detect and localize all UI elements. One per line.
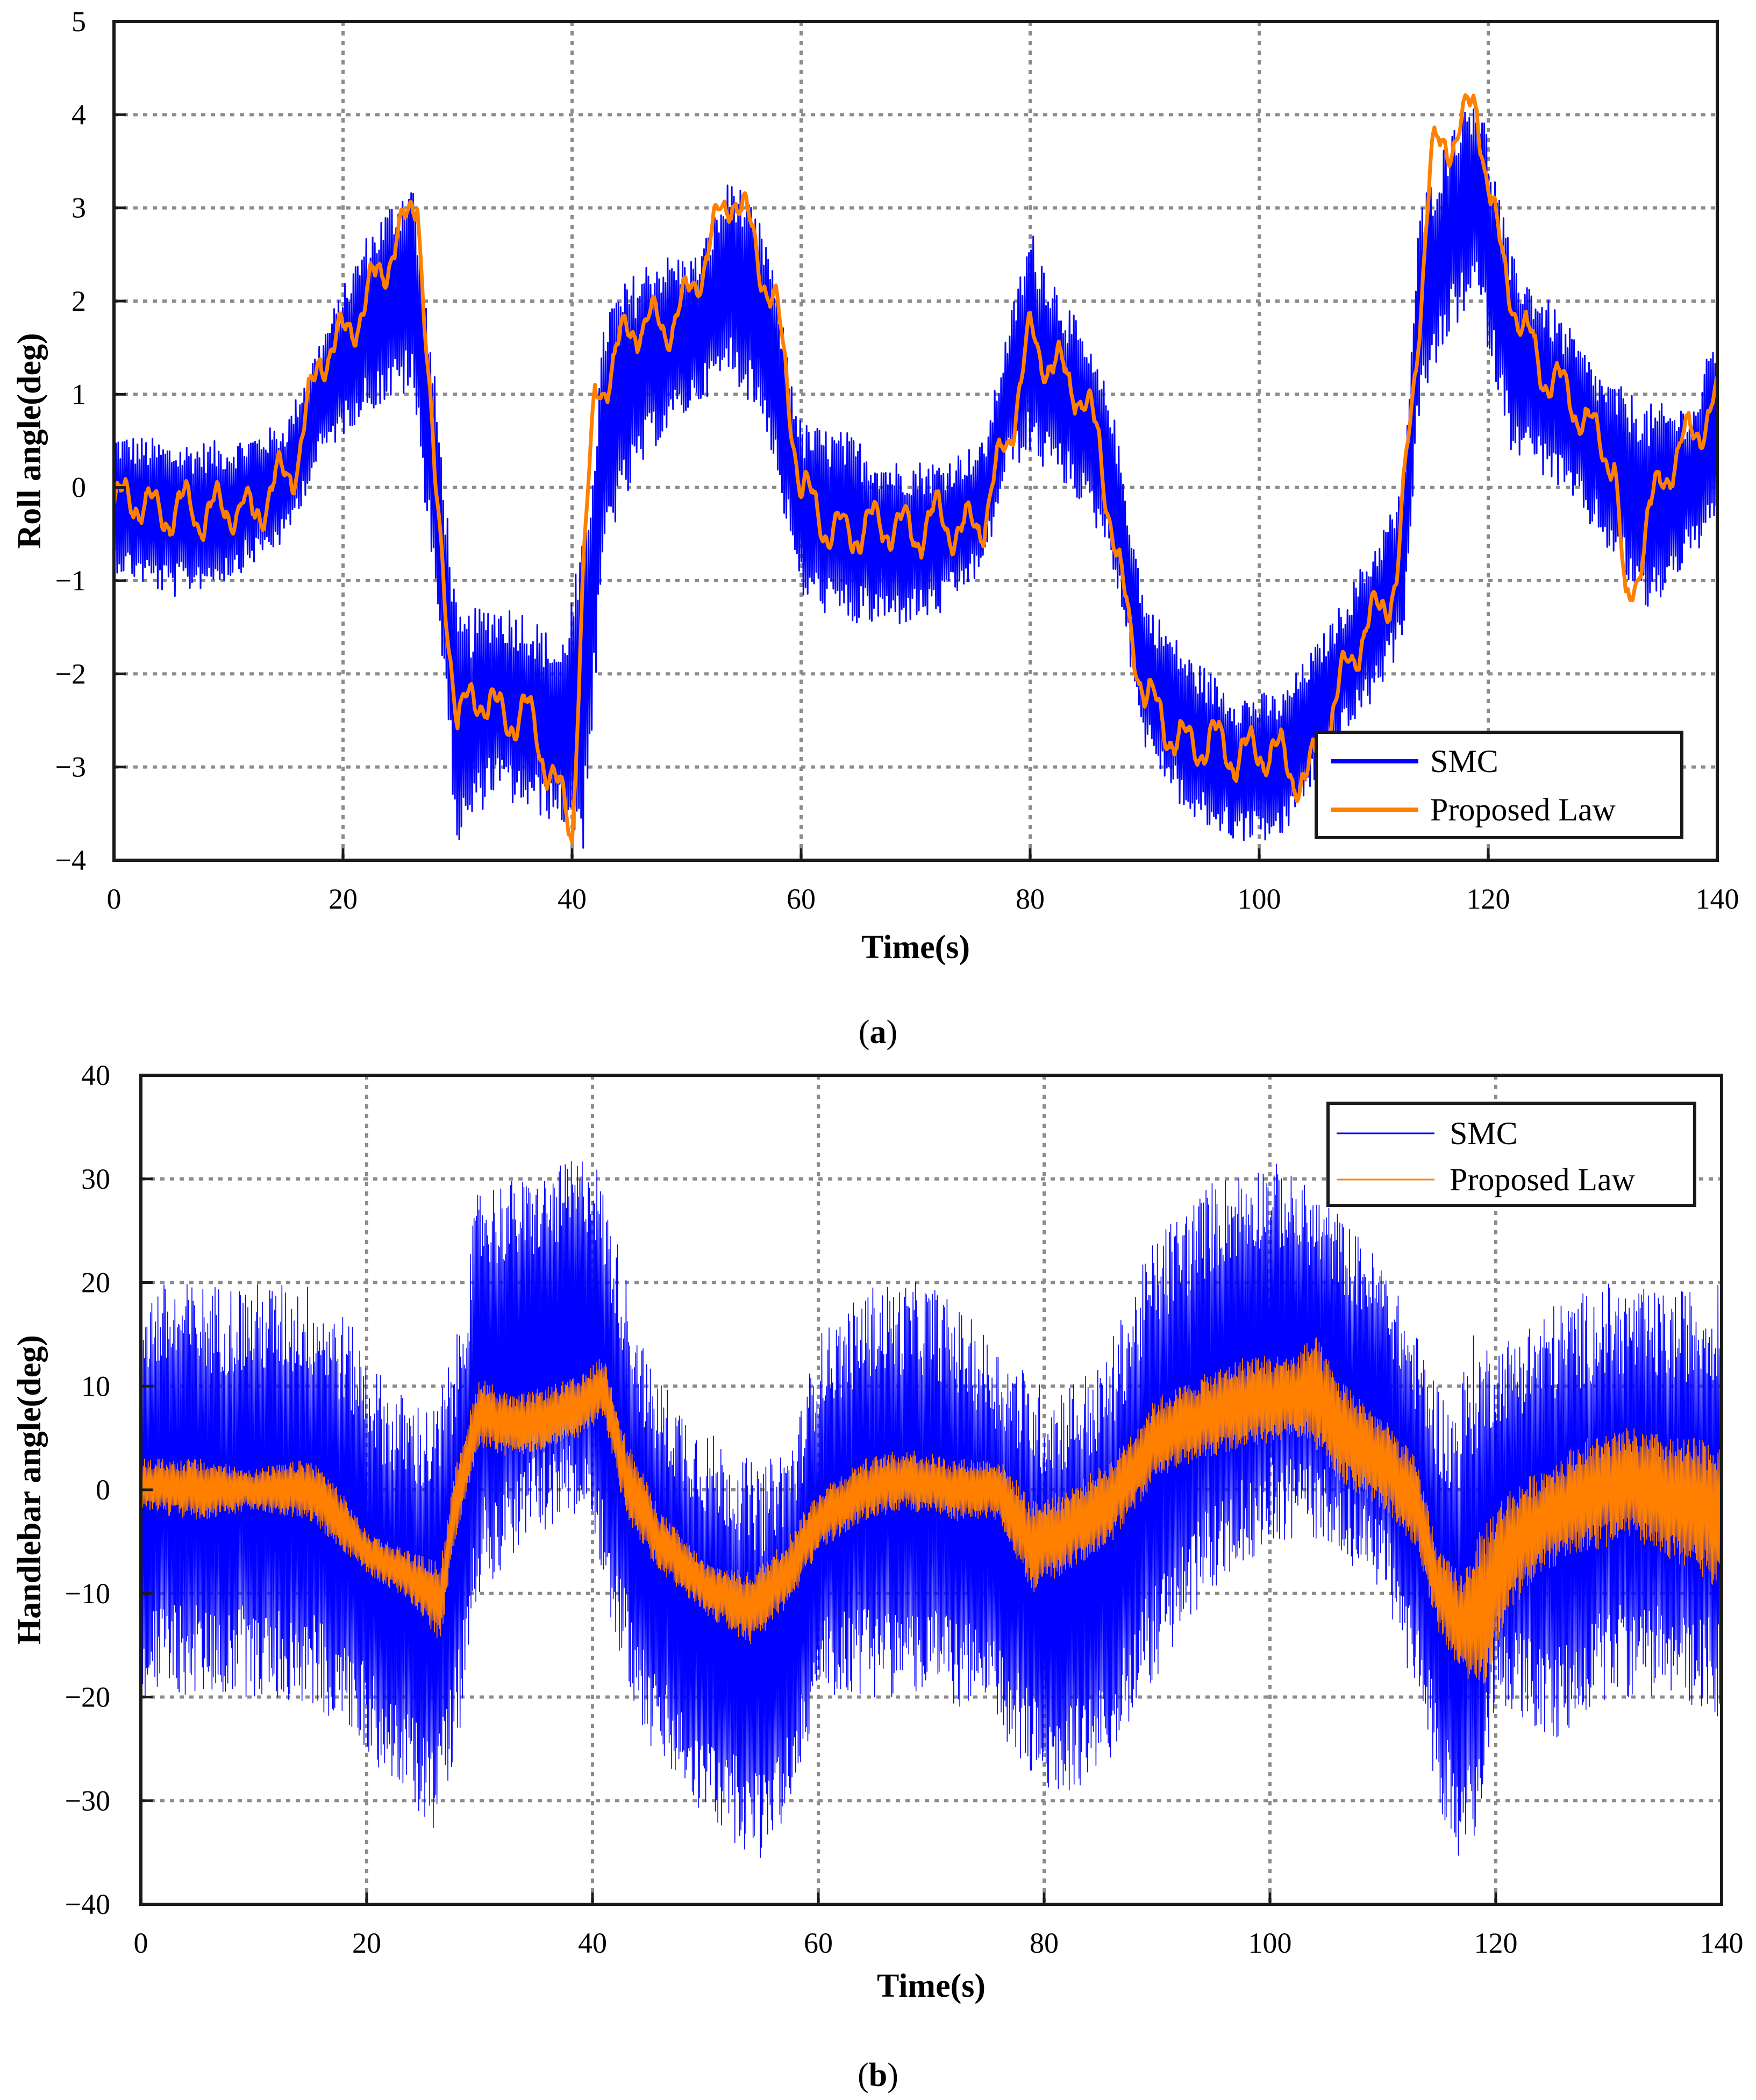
y-tick-label: 20 <box>81 1267 110 1299</box>
legend-a: SMC Proposed Law <box>1315 731 1683 839</box>
y-tick-label: −10 <box>65 1577 110 1610</box>
y-tick-label: 40 <box>81 1059 110 1091</box>
x-tick-label: 140 <box>1696 883 1739 915</box>
series-smc-b <box>141 1161 1722 1858</box>
y-tick-label: −3 <box>55 751 86 783</box>
series-proposed-law-a <box>114 93 1717 845</box>
x-tick-label: 120 <box>1474 1927 1518 1959</box>
y-tick-label: 10 <box>81 1370 110 1402</box>
y-tick-label: 0 <box>72 472 86 504</box>
x-tick-label: 60 <box>787 883 816 915</box>
y-tick-label: 2 <box>72 285 86 317</box>
x-tick-label: 20 <box>329 883 358 915</box>
x-tick-label: 80 <box>1016 883 1045 915</box>
x-axis-label-a: Time(s) <box>861 929 970 966</box>
legend-label-proposed-law-b: Proposed Law <box>1450 1162 1636 1197</box>
x-tick-label: 120 <box>1467 883 1510 915</box>
y-tick-label: 3 <box>72 192 86 224</box>
y-tick-label: −1 <box>55 565 86 597</box>
y-tick-label: 1 <box>72 378 86 410</box>
x-tick-label: 100 <box>1248 1927 1292 1959</box>
x-tick-label: 0 <box>134 1927 148 1959</box>
legend-label-smc-a: SMC <box>1430 744 1498 779</box>
y-tick-label: −20 <box>65 1681 110 1713</box>
plot-frame-a <box>112 20 1719 862</box>
legend-label-smc-b: SMC <box>1450 1116 1518 1151</box>
tick-labels-b: 0 20 40 60 80 100 120 140 −40 −30 −20 −10 0 10 20 30 40 <box>65 1059 1744 1959</box>
panel-caption-b: (b) <box>858 2057 898 2094</box>
x-tick-label: 20 <box>352 1927 381 1959</box>
y-tick-label: −30 <box>65 1784 110 1817</box>
series-marks-a <box>114 93 1717 849</box>
x-tick-label: 60 <box>804 1927 833 1959</box>
panel-caption-a: (a) <box>859 1014 897 1051</box>
x-tick-label: 0 <box>107 883 122 915</box>
series-marks-b <box>141 1161 1722 1858</box>
y-tick-label: 4 <box>72 98 86 131</box>
y-tick-label: 5 <box>72 5 86 38</box>
y-tick-label: 0 <box>96 1474 110 1506</box>
x-tick-label: 40 <box>578 1927 607 1959</box>
legend-label-proposed-law-a: Proposed Law <box>1430 792 1616 827</box>
x-tick-label: 40 <box>558 883 587 915</box>
panel-b-handlebar-angle-chart: 0 20 40 60 80 100 120 140−40−30−20−10010203040 … <box>11 1059 1744 2094</box>
y-axis-label-b: Handlebar angle(deg) <box>11 1335 48 1645</box>
panel-a-roll-angle-chart: 0 20 40 60 80 100 120 140 −4 −3 −2 −1 0 1 2 3 4 5 Time(s)… <box>11 5 1739 1051</box>
x-tick-label: 140 <box>1700 1927 1744 1959</box>
x-tick-label: 80 <box>1030 1927 1059 1959</box>
legend-box-b <box>1326 1102 1696 1207</box>
x-tick-label: 100 <box>1238 883 1281 915</box>
y-axis-label-a: Roll angle(deg) <box>11 333 48 548</box>
series-proposed-law-b <box>141 1337 1722 1684</box>
y-tick-label: 30 <box>81 1163 110 1195</box>
y-tick-label: −40 <box>65 1888 110 1920</box>
tick-labels-a: 0 20 40 60 80 100 120 140 −4 −3 −2 −1 0 1 2 3 4 5 <box>55 5 1739 915</box>
y-tick-label: −4 <box>55 844 86 876</box>
x-axis-label-b: Time(s) <box>877 1968 986 2004</box>
legend-b: SMC Proposed Law <box>1326 1102 1696 1207</box>
y-tick-label: −2 <box>55 658 86 690</box>
legend-box-a <box>1315 731 1683 839</box>
